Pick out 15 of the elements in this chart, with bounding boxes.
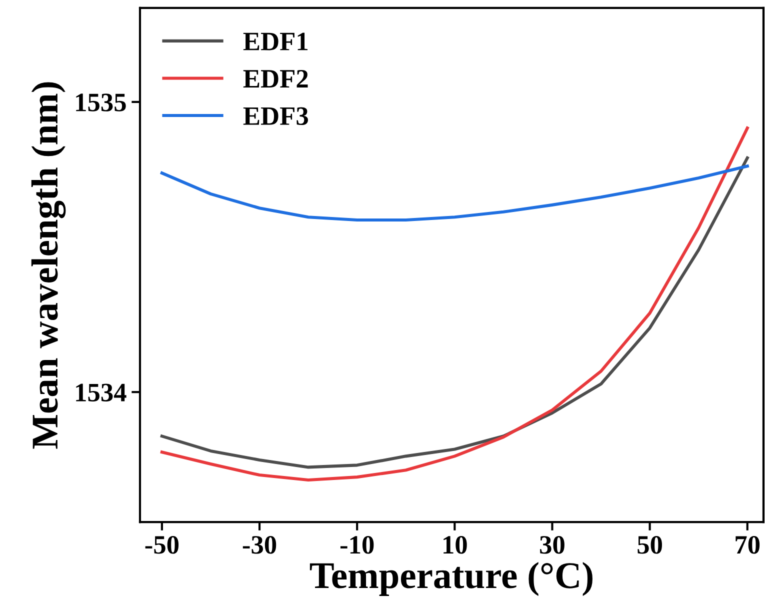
x-tick-label: 10 [444,536,467,554]
legend-label: EDF1 [243,32,308,50]
x-tick-label: -50 [145,536,179,554]
x-tick-label: 30 [540,536,564,554]
x-tick-label: 70 [736,536,760,554]
legend-label: EDF3 [243,107,308,126]
x-tick-label: -30 [242,536,276,554]
legend-label: EDF2 [243,70,308,88]
line-series [160,164,749,222]
x-tick-label: 50 [638,536,662,554]
y-tick-label: 1535 [76,94,126,112]
x-axis-title: Temperature (°C) [310,562,592,596]
y-axis-title: Mean wavelength (nm) [31,82,66,449]
x-tick-label: -10 [340,536,374,554]
y-tick-label: 1534 [76,384,126,402]
